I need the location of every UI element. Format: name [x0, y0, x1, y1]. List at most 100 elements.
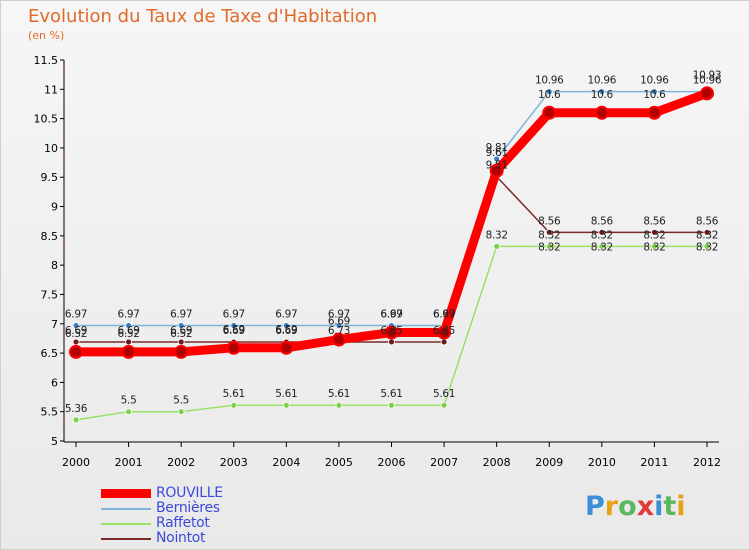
logo-letter: P	[585, 491, 605, 522]
logo-letter: o	[618, 491, 637, 522]
data-point-rouville	[700, 86, 714, 101]
data-label-raffetot: 5.36	[65, 403, 88, 415]
data-label-rouville: 10.6	[591, 89, 614, 101]
y-tick-label: 8.5	[41, 230, 59, 243]
data-label-raffetot: 8.32	[643, 229, 665, 241]
y-tick-label: 6	[51, 376, 58, 389]
data-label-rouville: 6.52	[65, 328, 87, 340]
data-label-rouville: 10.93	[693, 69, 722, 81]
x-tick-label: 2001	[115, 456, 143, 469]
data-point-rouville	[384, 325, 399, 340]
data-label-bernieres: 6.97	[65, 309, 87, 321]
data-label-raffetot: 5.61	[275, 388, 297, 400]
y-tick-label: 7	[51, 318, 58, 331]
data-point-nointot	[440, 338, 448, 346]
data-label-rouville: 9.61	[486, 147, 508, 159]
data-label-rouville: 6.59	[223, 324, 245, 336]
data-label-rouville: 6.52	[170, 328, 192, 340]
data-label-overlap: 9.51	[486, 160, 508, 172]
data-label-bernieres: 10.96	[640, 75, 669, 87]
x-tick-label: 2007	[430, 456, 458, 469]
legend-swatch-raffetot	[101, 522, 151, 525]
data-label-overlap: 6.85	[433, 325, 455, 337]
data-point-raffetot	[440, 401, 448, 409]
data-point-raffetot	[177, 408, 185, 416]
legend-label-rouville: ROUVILLE	[156, 485, 223, 501]
data-point-rouville	[331, 332, 346, 347]
data-label-overlap: 8.32	[643, 241, 665, 253]
data-label-overlap: 6.85	[380, 325, 402, 337]
y-tick-label: 11.5	[34, 54, 59, 67]
series-line-bernieres	[75, 90, 708, 327]
data-point-nointot	[545, 228, 553, 236]
data-point-nointot	[651, 228, 658, 236]
data-point-raffetot	[230, 401, 238, 409]
y-tick-label: 6.5	[41, 347, 59, 360]
data-label-overlap: 6.69	[275, 325, 297, 337]
data-point-rouville	[121, 344, 136, 359]
legend-item-rouville: ROUVILLE	[101, 486, 223, 501]
data-point-bernieres	[230, 322, 238, 329]
data-point-raffetot	[545, 242, 553, 250]
data-point-raffetot	[335, 401, 343, 409]
logo-letter: t	[663, 491, 677, 522]
legend-label-nointot: Nointot	[156, 530, 206, 546]
x-tick-label: 2009	[535, 456, 563, 469]
data-label-nointot: 8.56	[696, 215, 719, 227]
legend: ROUVILLE Bernières Raffetot Nointot	[101, 486, 223, 546]
data-point-bernieres	[493, 155, 501, 163]
proxiti-logo: Proxiti	[585, 491, 686, 522]
data-label-raffetot: 8.32	[696, 229, 718, 241]
legend-label-bernieres: Bernières	[156, 500, 220, 516]
data-label-rouville: 6.52	[117, 328, 139, 340]
data-label-bernieres: 6.97	[328, 309, 350, 321]
data-label-overlap: 6.73	[328, 325, 350, 337]
data-label-raffetot: 8.32	[538, 229, 560, 241]
data-label-rouville: 6.59	[275, 324, 297, 336]
data-point-rouville	[69, 344, 83, 359]
logo-letter: i	[676, 491, 686, 522]
data-label-bernieres: 10.96	[535, 75, 564, 87]
data-label-raffetot: 5.61	[223, 388, 245, 400]
data-label-rouville: 10.6	[643, 89, 666, 101]
data-label-raffetot: 5.5	[173, 395, 189, 407]
chart-subtitle: (en %)	[28, 29, 65, 42]
data-label-overlap: 6.69	[223, 325, 245, 337]
data-point-bernieres	[125, 322, 132, 329]
data-point-raffetot	[598, 242, 606, 250]
x-tick-label: 2012	[693, 456, 721, 469]
data-point-raffetot	[72, 416, 80, 424]
data-point-bernieres	[651, 88, 658, 96]
x-tick-label: 2004	[272, 456, 300, 469]
legend-label-raffetot: Raffetot	[156, 515, 210, 531]
data-label-nointot: 8.56	[643, 215, 666, 227]
logo-letter: i	[654, 491, 664, 522]
data-label-bernieres: 6.97	[380, 309, 402, 321]
x-tick-label: 2008	[483, 456, 511, 469]
x-tick-label: 2002	[167, 456, 195, 469]
data-point-rouville	[437, 325, 452, 340]
data-label-bernieres: 9.81	[486, 142, 508, 154]
data-label-overlap: 6.69	[65, 325, 87, 337]
logo-letter: x	[636, 491, 655, 522]
data-point-rouville	[542, 105, 557, 120]
data-point-rouville	[489, 163, 504, 178]
data-point-rouville	[279, 340, 294, 355]
y-tick-label: 8	[51, 259, 58, 272]
data-point-bernieres	[545, 88, 553, 96]
data-label-bernieres: 10.96	[693, 75, 722, 87]
data-label-overlap: 8.32	[696, 241, 718, 253]
y-tick-label: 5	[51, 435, 58, 448]
x-tick-label: 2010	[588, 456, 616, 469]
data-label-overlap: 8.32	[538, 241, 560, 253]
data-label-overlap: 6.69	[117, 325, 139, 337]
data-point-bernieres	[72, 322, 80, 329]
data-point-raffetot	[388, 401, 395, 409]
y-tick-label: 10	[44, 142, 58, 155]
data-point-raffetot	[125, 408, 132, 416]
legend-swatch-bernieres	[101, 507, 151, 510]
x-tick-label: 2011	[640, 456, 668, 469]
data-label-bernieres: 6.97	[170, 309, 192, 321]
legend-item-bernieres: Bernières	[101, 501, 223, 516]
